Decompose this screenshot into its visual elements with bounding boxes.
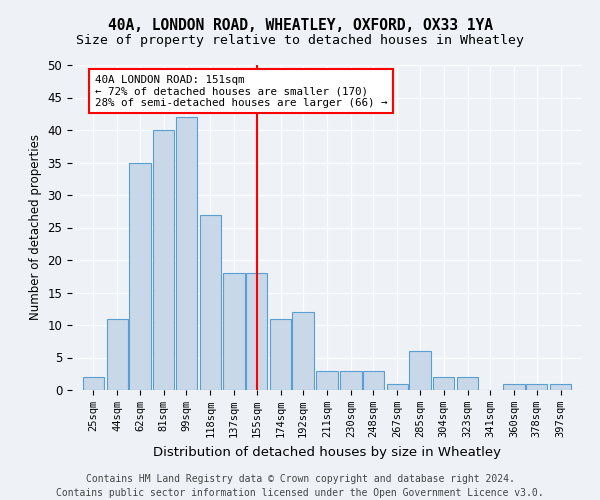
- Bar: [550, 384, 571, 390]
- Bar: [270, 318, 291, 390]
- Bar: [457, 377, 478, 390]
- Bar: [176, 117, 197, 390]
- Bar: [200, 214, 221, 390]
- Bar: [292, 312, 314, 390]
- Y-axis label: Number of detached properties: Number of detached properties: [29, 134, 42, 320]
- Bar: [503, 384, 525, 390]
- Bar: [316, 370, 338, 390]
- Bar: [409, 351, 431, 390]
- Bar: [526, 384, 547, 390]
- Bar: [433, 377, 454, 390]
- Text: Size of property relative to detached houses in Wheatley: Size of property relative to detached ho…: [76, 34, 524, 47]
- Bar: [107, 318, 128, 390]
- Text: 40A LONDON ROAD: 151sqm
← 72% of detached houses are smaller (170)
28% of semi-d: 40A LONDON ROAD: 151sqm ← 72% of detache…: [95, 74, 387, 108]
- Bar: [363, 370, 384, 390]
- Bar: [246, 273, 268, 390]
- Bar: [340, 370, 362, 390]
- Bar: [223, 273, 245, 390]
- Bar: [386, 384, 408, 390]
- Text: 40A, LONDON ROAD, WHEATLEY, OXFORD, OX33 1YA: 40A, LONDON ROAD, WHEATLEY, OXFORD, OX33…: [107, 18, 493, 32]
- Bar: [153, 130, 175, 390]
- Bar: [129, 162, 151, 390]
- Text: Contains HM Land Registry data © Crown copyright and database right 2024.
Contai: Contains HM Land Registry data © Crown c…: [56, 474, 544, 498]
- X-axis label: Distribution of detached houses by size in Wheatley: Distribution of detached houses by size …: [153, 446, 501, 458]
- Bar: [83, 377, 104, 390]
